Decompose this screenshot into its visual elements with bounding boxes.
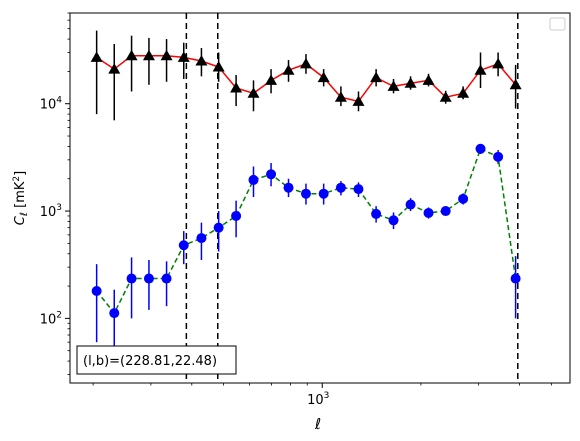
point-0-7 xyxy=(212,60,225,72)
point-1-11 xyxy=(283,182,294,193)
y-axis-label-unit: [mK xyxy=(13,181,28,208)
point-1-14 xyxy=(335,182,346,193)
point-0-0 xyxy=(90,51,103,62)
point-0-18 xyxy=(404,77,417,88)
point-0-9 xyxy=(247,87,260,98)
point-1-21 xyxy=(458,193,469,204)
annotation: (l,b)=(228.81,22.48) xyxy=(76,345,237,375)
point-0-11 xyxy=(282,64,295,75)
point-1-8 xyxy=(231,210,242,221)
x-axis-label: ℓ xyxy=(314,415,321,433)
point-1-12 xyxy=(300,188,311,199)
point-0-24 xyxy=(509,78,522,90)
point-0-21 xyxy=(457,87,470,98)
point-0-12 xyxy=(299,57,312,69)
y-axis-label-unit-close: ] xyxy=(13,171,28,176)
point-1-22 xyxy=(475,143,486,154)
y-tick-label-0: 102 xyxy=(40,310,62,327)
y-axis-label-subscript: ℓ xyxy=(19,212,30,216)
y-tick-label-2: 104 xyxy=(40,96,63,113)
point-1-3 xyxy=(143,273,154,284)
point-1-1 xyxy=(109,308,120,319)
plot-frame xyxy=(69,12,571,384)
point-1-16 xyxy=(371,208,382,219)
point-1-19 xyxy=(423,207,434,218)
point-1-7 xyxy=(213,222,224,233)
point-0-22 xyxy=(474,64,487,75)
point-0-1 xyxy=(108,63,121,74)
point-0-6 xyxy=(195,54,208,66)
point-0-20 xyxy=(439,91,452,102)
point-1-2 xyxy=(126,273,137,284)
point-0-10 xyxy=(265,74,278,85)
y-axis-label: Cℓ [mK2] xyxy=(12,171,30,225)
point-1-20 xyxy=(440,206,451,217)
point-1-9 xyxy=(248,174,259,185)
point-0-2 xyxy=(125,49,138,61)
point-1-17 xyxy=(388,215,399,226)
point-1-15 xyxy=(353,184,364,195)
point-1-18 xyxy=(405,199,416,210)
point-0-5 xyxy=(177,51,190,62)
point-0-16 xyxy=(370,71,383,83)
svg-text:Cℓ [mK2]: Cℓ [mK2] xyxy=(12,171,30,225)
annotation-text: (l,b)=(228.81,22.48) xyxy=(83,354,217,369)
y-tick-label-1: 103 xyxy=(40,203,62,220)
point-0-15 xyxy=(352,95,365,106)
point-1-10 xyxy=(266,169,277,180)
plot-area xyxy=(70,13,570,383)
series-1 xyxy=(91,143,521,362)
point-1-5 xyxy=(178,240,189,251)
legend xyxy=(549,17,566,31)
point-1-4 xyxy=(161,273,172,284)
point-1-13 xyxy=(318,188,329,199)
annotation-box xyxy=(76,345,237,375)
x-tick-label-0: 103 xyxy=(307,391,329,408)
point-0-17 xyxy=(387,80,400,91)
point-0-4 xyxy=(160,49,173,61)
point-0-8 xyxy=(230,82,243,93)
point-0-3 xyxy=(142,49,155,61)
y-axis-label-unit-sup: 2 xyxy=(12,176,22,182)
legend-box xyxy=(549,17,566,31)
point-0-23 xyxy=(492,57,505,69)
point-0-19 xyxy=(422,74,435,85)
y-axis-label-symbol: C xyxy=(13,215,28,225)
series-0 xyxy=(90,30,522,121)
point-1-0 xyxy=(91,285,102,296)
point-0-14 xyxy=(334,91,347,102)
point-1-24 xyxy=(510,273,521,284)
point-0-13 xyxy=(317,71,330,83)
point-1-6 xyxy=(196,233,207,244)
point-1-23 xyxy=(493,151,504,162)
